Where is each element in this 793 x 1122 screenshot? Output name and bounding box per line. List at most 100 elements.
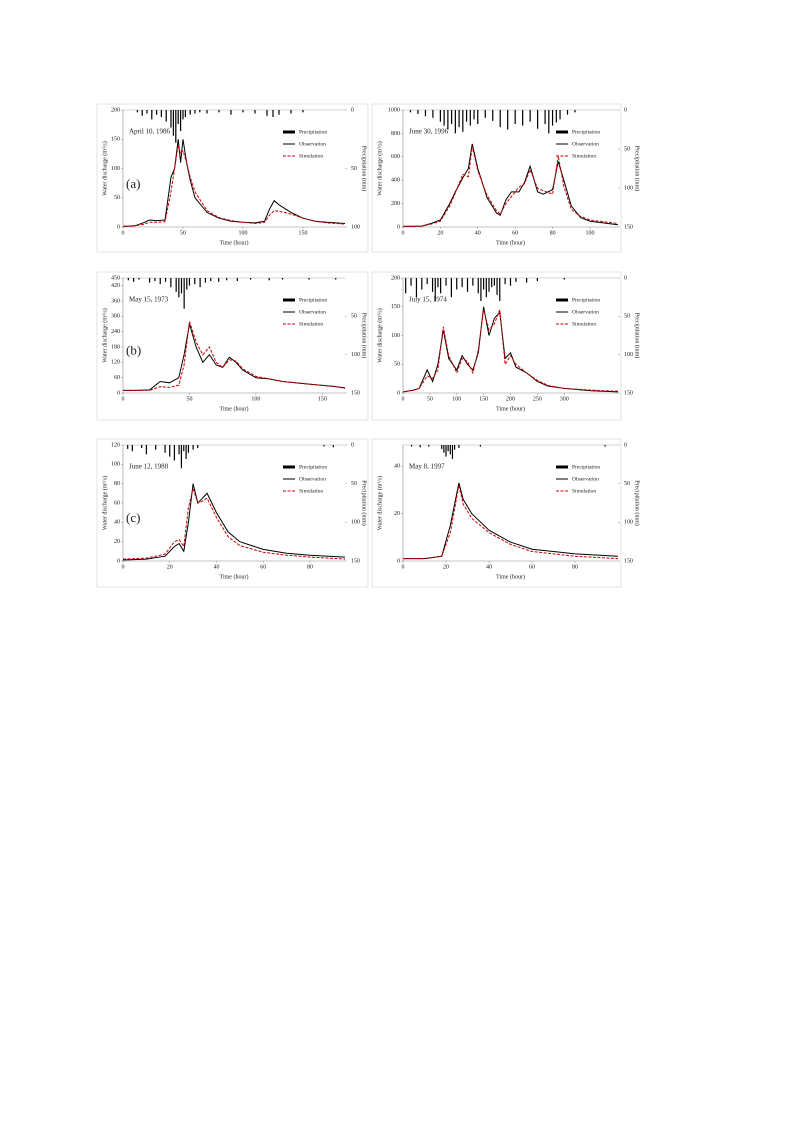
x-tick-label: 100 [585, 230, 594, 236]
precip-bar [485, 278, 487, 298]
precip-bar [450, 278, 452, 298]
precip-bar [451, 445, 454, 459]
precip-bar [440, 278, 442, 294]
precip-bar [499, 110, 501, 128]
x-tick-label: 100 [239, 230, 248, 236]
precip-bar [172, 110, 174, 136]
chart-panel [96, 271, 369, 421]
y2-tick-label: 150 [624, 224, 633, 230]
precip-bar [308, 278, 310, 280]
legend-label: Precipitation [299, 129, 327, 135]
precip-bar [405, 278, 407, 294]
x-tick-label: 80 [307, 564, 313, 570]
precip-bar [466, 278, 469, 292]
discharge-line [122, 139, 346, 227]
precip-bar [175, 110, 177, 143]
precip-bar [456, 278, 458, 290]
precip-bar [189, 110, 191, 115]
precip-bar [154, 278, 156, 282]
y-tick-label: 1000 [388, 107, 400, 113]
precip-bar [473, 110, 475, 120]
precip-bar [178, 445, 180, 455]
precip-bar [281, 278, 284, 280]
precip-bar [226, 278, 228, 281]
precip-bar [180, 278, 183, 294]
y-tick-label: 420 [111, 283, 120, 289]
precip-bar [409, 110, 412, 113]
precip-bar [462, 110, 464, 132]
y-tick-label: 100 [111, 462, 120, 468]
y-tick-label: 80 [114, 481, 120, 487]
x-tick-label: 250 [533, 396, 542, 402]
legend-label: Observation [572, 309, 599, 315]
y-tick-label: 120 [111, 442, 120, 448]
x-tick-label: 50 [427, 396, 433, 402]
y2-tick-label: 50 [351, 166, 357, 172]
precip-bar [432, 110, 434, 118]
y-tick-label: 360 [111, 298, 120, 304]
precip-bar [159, 278, 161, 285]
precip-bar [164, 278, 167, 282]
precip-bar [551, 110, 554, 126]
precip-bar [477, 278, 479, 294]
precip-bar [526, 278, 528, 283]
y-tick-label: 240 [111, 329, 120, 335]
y-tick-label: 200 [111, 107, 120, 113]
precip-bar [151, 110, 153, 120]
precip-bar [192, 445, 194, 450]
y-tick-label: 0 [117, 224, 120, 230]
precip-bar [419, 445, 421, 448]
legend-label: Precipitation [299, 464, 327, 470]
precip-bar [178, 278, 180, 298]
x-tick-label: 0 [122, 396, 125, 402]
y2-tick-label: 100 [351, 520, 360, 526]
x-tick-label: 100 [251, 396, 260, 402]
precip-bar [254, 110, 256, 114]
precip-bar [499, 278, 501, 301]
y-tick-label: 20 [394, 511, 400, 517]
precip-bar [170, 278, 172, 288]
precip-bar [160, 110, 162, 118]
y2-tick-label: 150 [351, 558, 360, 564]
y2-tick-label: 100 [624, 185, 633, 191]
x-tick-label: 0 [402, 230, 405, 236]
precip-bar [197, 445, 199, 449]
x-axis-label: Time (hour) [220, 405, 249, 412]
y-tick-label: 450 [111, 275, 120, 281]
precip-bar [465, 110, 468, 122]
y-tick-label: 50 [114, 195, 120, 201]
precip-bar [138, 278, 140, 280]
precip-bar [188, 278, 191, 286]
precip-bar [199, 110, 201, 113]
y-tick-label: 0 [117, 558, 120, 564]
y-tick-label: 60 [114, 500, 120, 506]
discharge-line [123, 323, 346, 391]
x-tick-label: 60 [260, 564, 266, 570]
discharge-line [122, 486, 346, 560]
chart-panel [96, 103, 369, 253]
legend-label: Observation [572, 476, 599, 482]
y-tick-label: 100 [111, 166, 120, 172]
y2-axis-label: Precipitation (mm) [361, 146, 368, 192]
x-tick-label: 20 [443, 564, 449, 570]
precip-bar [164, 445, 166, 453]
precip-bar [183, 445, 185, 452]
y-tick-label: 300 [111, 314, 120, 320]
precip-bar [472, 278, 474, 286]
chart-title: June 30, 1996 [409, 128, 449, 136]
y2-tick-label: 0 [624, 275, 627, 281]
precip-bar [127, 278, 129, 281]
precip-bar [439, 110, 441, 122]
y2-tick-label: 50 [624, 481, 630, 487]
y-tick-label: 0 [397, 558, 400, 564]
precip-bar [493, 278, 495, 286]
legend-label: Observation [299, 141, 326, 147]
x-tick-label: 0 [402, 396, 405, 402]
precip-bar [458, 445, 460, 449]
chart-title: July 15, 1974 [409, 296, 447, 304]
precip-bar [242, 110, 244, 113]
y2-tick-label: 0 [351, 442, 354, 448]
discharge-line [123, 321, 346, 391]
precip-bar [230, 110, 232, 115]
x-tick-label: 20 [167, 564, 173, 570]
